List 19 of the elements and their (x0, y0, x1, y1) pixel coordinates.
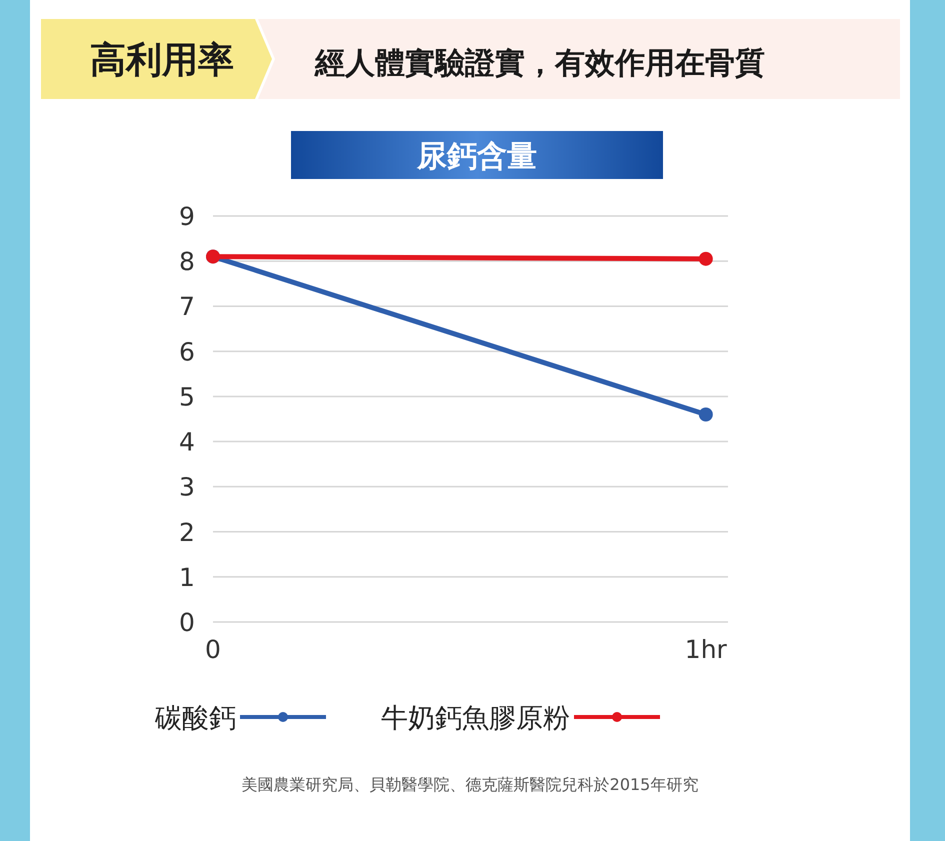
y-tick-label: 0 (179, 608, 195, 637)
y-tick-label: 2 (179, 518, 195, 547)
legend-label: 牛奶鈣魚膠原粉 (381, 703, 570, 734)
y-tick-label: 6 (179, 337, 195, 366)
y-tick-label: 7 (179, 292, 195, 322)
y-tick-label: 9 (179, 202, 195, 231)
y-tick-label: 5 (179, 382, 195, 412)
y-tick-label: 3 (179, 472, 195, 502)
y-tick-label: 1 (179, 562, 195, 592)
chart-title: 尿鈣含量 (416, 139, 537, 174)
text: 高利用率 (90, 40, 234, 81)
legend-label: 碳酸鈣 (154, 703, 236, 734)
x-tick-label: 1hr (684, 635, 728, 664)
text: 美國農業研究局、貝勒醫學院、德克薩斯醫院兒科於2015年研究 (242, 775, 698, 794)
point (698, 252, 713, 266)
y-tick-label: 8 (179, 247, 195, 276)
y-tick-label: 4 (179, 428, 195, 457)
text: 經人體實驗證實，有效作用在骨質 (314, 46, 765, 81)
point (698, 407, 713, 422)
